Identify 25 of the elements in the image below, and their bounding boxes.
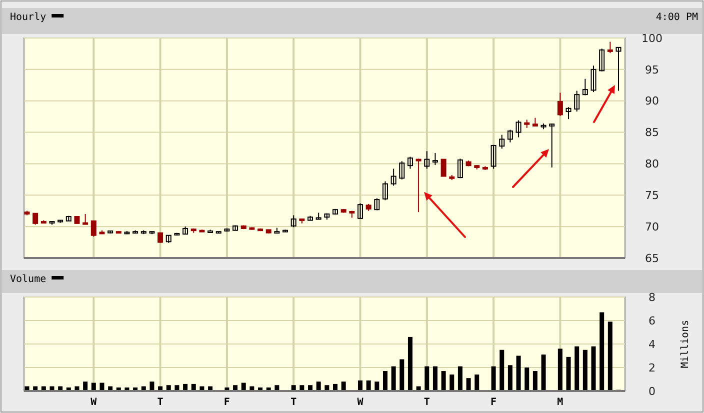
y-axis-title: Millions [680, 320, 691, 368]
y-tick-label: 6 [648, 314, 656, 328]
x-tick-label: T [424, 397, 430, 408]
chart-title: Volume [10, 274, 46, 285]
y-tick-label: 70 [645, 220, 659, 234]
chart-title: Hourly [10, 12, 46, 23]
text: 4:00 PM [656, 12, 698, 23]
x-tick-label: M [557, 397, 564, 408]
x-tick-label: W [357, 397, 364, 408]
y-tick-label: 2 [648, 361, 656, 374]
y-tick-label: 75 [645, 188, 659, 202]
y-tick-label: 80 [645, 158, 659, 171]
y-tick-label: 95 [645, 63, 659, 76]
x-tick-label: W [90, 397, 98, 408]
y-tick-label: 65 [645, 252, 659, 265]
x-tick-label: T [290, 397, 297, 408]
y-tick-label: 85 [645, 126, 659, 140]
x-tick-label: F [224, 397, 230, 408]
y-tick-label: 100 [642, 32, 662, 45]
x-tick-label: F [490, 397, 497, 408]
y-tick-label: 4 [648, 338, 656, 351]
y-tick-label: 8 [648, 290, 656, 304]
y-tick-label: 90 [645, 94, 659, 108]
y-tick-label: 0 [648, 384, 656, 398]
x-tick-label: T [157, 397, 164, 408]
